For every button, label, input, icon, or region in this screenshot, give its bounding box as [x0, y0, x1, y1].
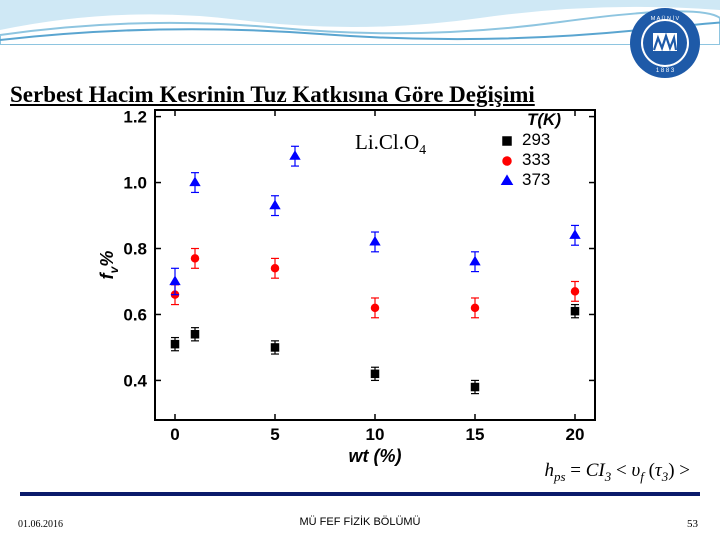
- scatter-chart: 051015200.40.60.81.01.2wt (%)fv%T(K)2933…: [95, 100, 605, 470]
- svg-text:10: 10: [366, 425, 385, 444]
- svg-text:20: 20: [566, 425, 585, 444]
- chart-container: 051015200.40.60.81.01.2wt (%)fv%T(K)2933…: [95, 100, 605, 470]
- svg-text:fv%: fv%: [97, 251, 121, 280]
- svg-text:373: 373: [522, 170, 550, 189]
- footer-center: MÜ FEF FİZİK BÖLÜMÜ: [0, 516, 720, 528]
- svg-text:0: 0: [170, 425, 179, 444]
- svg-text:T(K): T(K): [527, 110, 561, 129]
- svg-text:0.6: 0.6: [123, 305, 147, 324]
- svg-text:333: 333: [522, 150, 550, 169]
- svg-text:0.8: 0.8: [123, 240, 147, 259]
- svg-text:1.0: 1.0: [123, 174, 147, 193]
- svg-text:15: 15: [466, 425, 485, 444]
- svg-text:1 8 8 3: 1 8 8 3: [656, 68, 675, 74]
- svg-text:0.4: 0.4: [123, 371, 147, 390]
- university-logo: M A Ü N İ V 1 8 8 3: [630, 8, 700, 78]
- svg-text:5: 5: [270, 425, 279, 444]
- chem-label: Li.Cl.O4: [355, 130, 426, 159]
- header-wave: [0, 0, 720, 45]
- footer-separator: [20, 492, 700, 496]
- equation: hps = CI3 < υf (τ3) >: [544, 460, 690, 485]
- svg-text:1.2: 1.2: [123, 108, 147, 127]
- footer-page: 53: [687, 518, 698, 530]
- svg-text:293: 293: [522, 130, 550, 149]
- svg-text:M A Ü N İ V: M A Ü N İ V: [651, 15, 680, 22]
- svg-text:wt (%): wt (%): [349, 446, 402, 466]
- wave-svg: [0, 0, 720, 45]
